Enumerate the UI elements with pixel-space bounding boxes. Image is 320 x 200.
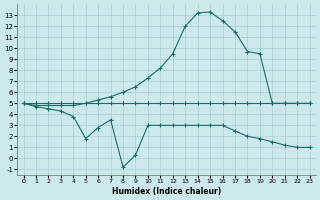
X-axis label: Humidex (Indice chaleur): Humidex (Indice chaleur) <box>112 187 221 196</box>
